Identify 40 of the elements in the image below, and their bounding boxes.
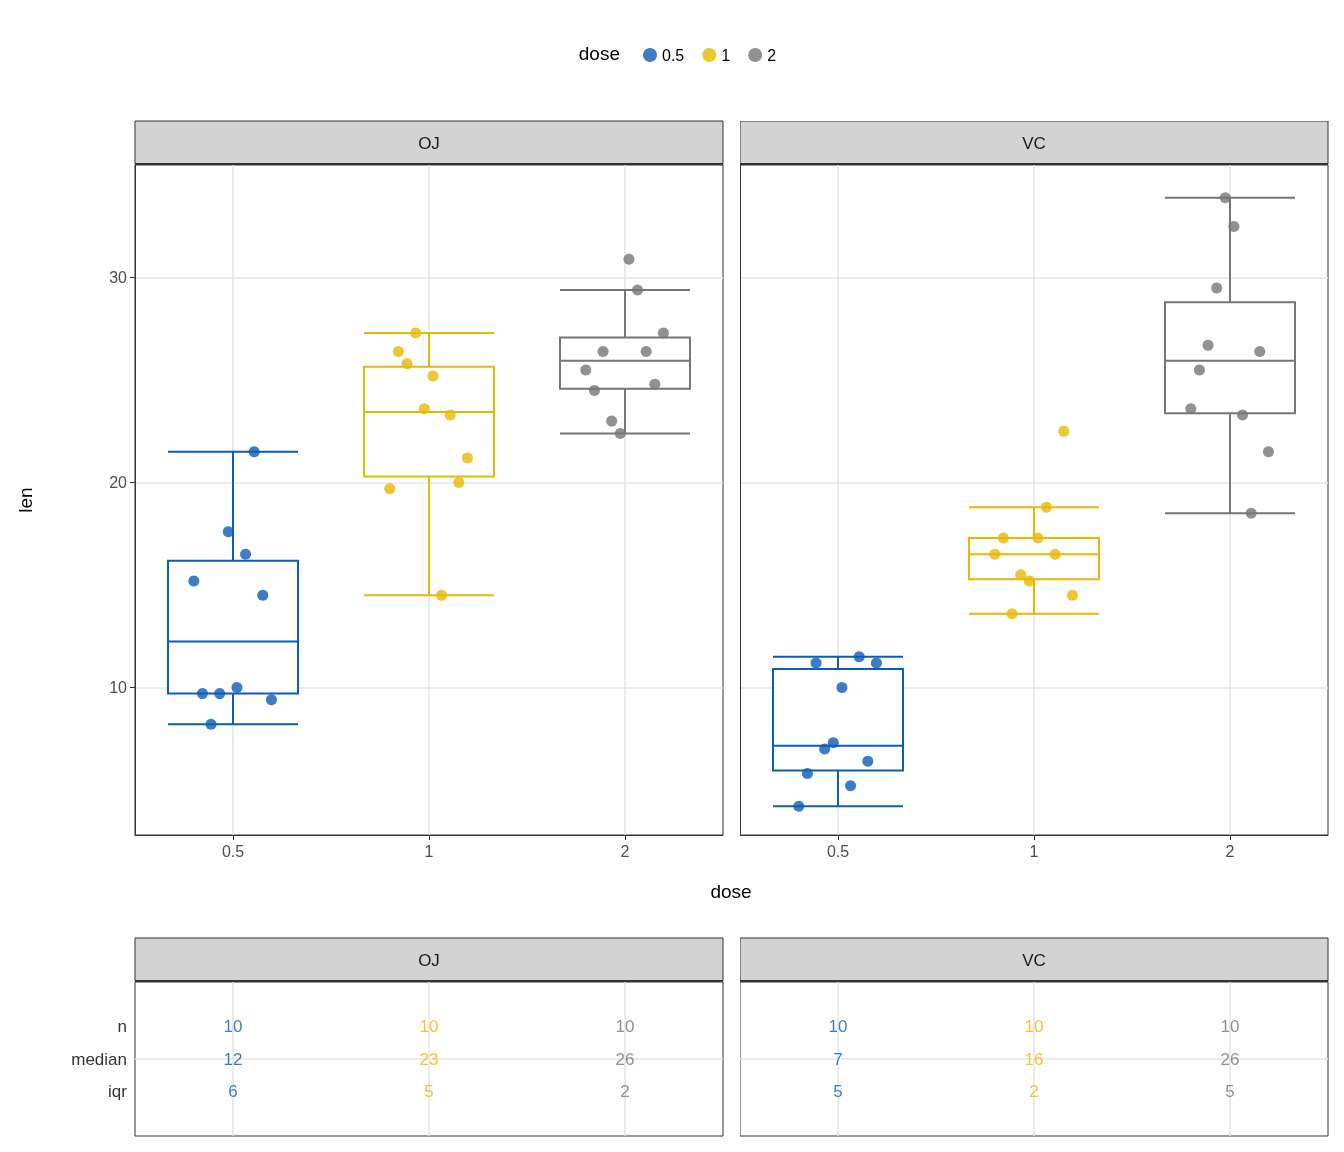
y-tick-label: iqr xyxy=(108,1081,128,1101)
data-label: 12 xyxy=(223,1049,243,1069)
chart-title: VC xyxy=(1022,133,1046,153)
data-label: 5 xyxy=(1225,1081,1235,1101)
data-label: 7 xyxy=(833,1049,843,1069)
legend-label: 2 xyxy=(767,46,777,64)
data-label: 10 xyxy=(1220,1017,1240,1037)
data-label: 5 xyxy=(424,1081,434,1101)
data-label: 10 xyxy=(615,1017,635,1037)
x-tick-label: 0.5 xyxy=(221,842,245,860)
x-tick-label: 1 xyxy=(1029,842,1039,860)
data-label: 2 xyxy=(620,1081,630,1101)
y-tick-label: 30 xyxy=(109,269,128,287)
chart-title: VC xyxy=(1022,950,1046,970)
y-tick-label: 20 xyxy=(109,474,128,492)
data-label: 10 xyxy=(419,1017,439,1037)
x-tick-label: 2 xyxy=(620,842,630,860)
legend-label: 1 xyxy=(721,46,731,64)
data-label: 6 xyxy=(228,1081,238,1101)
data-label: 26 xyxy=(1220,1049,1240,1069)
data-label: 10 xyxy=(223,1017,243,1037)
y-tick-label: n xyxy=(117,1017,127,1037)
data-label: 5 xyxy=(833,1081,843,1101)
y-axis-title: len xyxy=(15,487,36,513)
data-label: 2 xyxy=(1029,1081,1039,1101)
legend-label: 0.5 xyxy=(662,46,685,64)
data-label: 10 xyxy=(828,1017,848,1037)
chart-title: OJ xyxy=(418,950,440,970)
y-tick-label: median xyxy=(71,1049,127,1069)
x-axis-title: dose xyxy=(710,880,752,902)
x-tick-label: 1 xyxy=(424,842,434,860)
chart-title: OJ xyxy=(418,133,440,153)
x-tick-label: 0.5 xyxy=(826,842,850,860)
data-label: 10 xyxy=(1024,1017,1044,1037)
data-label: 23 xyxy=(419,1049,439,1069)
data-label: 16 xyxy=(1024,1049,1044,1069)
x-tick-label: 2 xyxy=(1225,842,1235,860)
legend-title: dose xyxy=(578,42,620,64)
data-label: 26 xyxy=(615,1049,635,1069)
y-tick-label: 10 xyxy=(109,678,128,696)
